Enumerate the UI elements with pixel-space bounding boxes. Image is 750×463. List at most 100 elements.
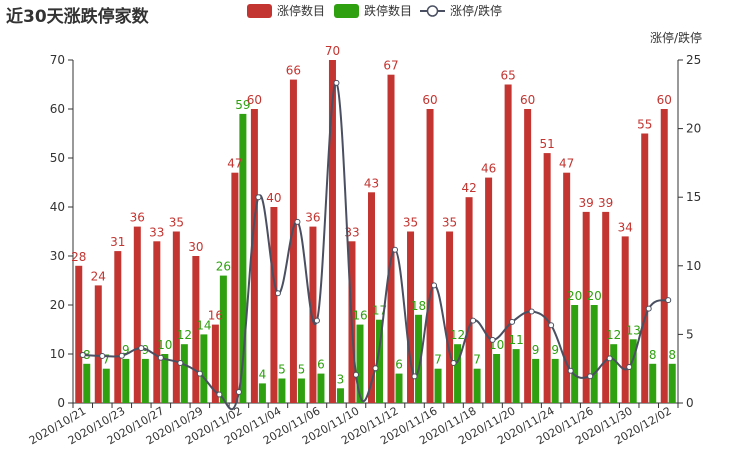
data-label-跌停数目: 7 <box>102 353 110 367</box>
data-label-跌停数目: 18 <box>411 299 426 313</box>
bar-跌停数目 <box>356 324 364 403</box>
data-label-涨停数目: 66 <box>286 64 301 78</box>
bar-跌停数目 <box>649 363 657 403</box>
bar-跌停数目 <box>278 378 286 403</box>
y-right-tick-label: 10 <box>686 259 701 273</box>
bar-涨停数目 <box>211 324 219 403</box>
data-label-涨停数目: 35 <box>403 216 418 230</box>
line-point-涨停/跌停 <box>489 336 496 343</box>
data-label-涨停数目: 70 <box>325 44 340 58</box>
bar-跌停数目 <box>454 344 462 403</box>
line-point-涨停/跌停 <box>606 355 613 362</box>
line-point-涨停/跌停 <box>352 371 359 378</box>
bar-跌停数目 <box>512 349 520 403</box>
bar-跌停数目 <box>376 319 383 403</box>
y-left-tick-label: 0 <box>57 396 65 410</box>
data-label-涨停数目: 40 <box>266 191 281 205</box>
bar-跌停数目 <box>83 363 91 403</box>
bar-跌停数目 <box>141 358 149 403</box>
bar-跌停数目 <box>102 368 110 403</box>
line-point-涨停/跌停 <box>274 290 281 297</box>
bar-跌停数目 <box>180 344 188 403</box>
bar-跌停数目 <box>610 344 618 403</box>
line-point-涨停/跌停 <box>313 317 320 324</box>
bar-涨停数目 <box>524 109 532 403</box>
bar-涨停数目 <box>465 197 473 403</box>
data-label-跌停数目: 12 <box>177 328 192 342</box>
bar-跌停数目 <box>629 339 637 403</box>
y-left-tick-label: 60 <box>50 102 65 116</box>
line-point-涨停/跌停 <box>392 246 399 253</box>
bar-涨停数目 <box>563 172 571 403</box>
bar-跌停数目 <box>434 368 442 403</box>
y-left-tick-label: 50 <box>50 151 65 165</box>
bar-涨停数目 <box>153 241 161 403</box>
bar-涨停数目 <box>602 211 610 403</box>
line-point-涨停/跌停 <box>216 391 223 398</box>
data-label-涨停数目: 36 <box>305 211 320 225</box>
line-point-涨停/跌停 <box>255 194 262 201</box>
bar-涨停数目 <box>75 265 83 403</box>
data-label-涨停数目: 39 <box>598 196 613 210</box>
data-label-涨停数目: 60 <box>520 93 535 107</box>
data-label-涨停数目: 65 <box>500 69 515 83</box>
bar-跌停数目 <box>532 358 540 403</box>
bar-涨停数目 <box>368 192 375 403</box>
data-label-涨停数目: 60 <box>657 93 672 107</box>
data-label-涨停数目: 31 <box>110 235 125 249</box>
data-label-涨停数目: 28 <box>71 250 86 264</box>
y-left-tick-label: 10 <box>50 347 65 361</box>
bar-跌停数目 <box>122 358 130 403</box>
y-right-tick-label: 0 <box>686 396 694 410</box>
data-label-涨停数目: 42 <box>461 181 476 195</box>
line-point-涨停/跌停 <box>450 359 457 366</box>
bar-跌停数目 <box>551 358 559 403</box>
y-right-tick-label: 25 <box>686 53 701 67</box>
legend-marker-涨停/跌停 <box>426 5 439 17</box>
data-label-涨停数目: 35 <box>442 216 457 230</box>
data-label-跌停数目: 9 <box>122 343 130 357</box>
line-point-涨停/跌停 <box>372 365 379 372</box>
data-label-跌停数目: 14 <box>196 318 211 332</box>
bar-涨停数目 <box>172 231 180 403</box>
line-point-涨停/跌停 <box>528 308 535 315</box>
data-label-涨停数目: 60 <box>422 93 437 107</box>
line-point-涨停/跌停 <box>509 318 516 325</box>
line-point-涨停/跌停 <box>99 352 106 359</box>
data-label-跌停数目: 5 <box>278 363 286 377</box>
series-line-涨停/跌停 <box>82 81 669 411</box>
data-label-涨停数目: 24 <box>91 269 106 283</box>
y-right-tick-label: 15 <box>686 190 701 204</box>
legend-label-涨停数目: 涨停数目 <box>277 3 325 18</box>
data-label-涨停数目: 47 <box>559 157 574 171</box>
bar-跌停数目 <box>395 373 403 403</box>
line-point-涨停/跌停 <box>645 305 652 312</box>
bar-跌停数目 <box>473 368 481 403</box>
bar-涨停数目 <box>309 226 317 403</box>
line-point-涨停/跌停 <box>411 373 418 380</box>
y-right-axis-label: 涨停/跌停 <box>650 30 702 45</box>
data-label-跌停数目: 12 <box>606 328 621 342</box>
bar-跌停数目 <box>200 334 208 403</box>
y-right-tick-label: 5 <box>686 327 694 341</box>
data-label-跌停数目: 7 <box>434 353 442 367</box>
bar-跌停数目 <box>493 354 501 403</box>
bar-涨停数目 <box>192 256 200 403</box>
data-label-跌停数目: 7 <box>473 353 481 367</box>
line-point-涨停/跌停 <box>118 352 125 359</box>
line-point-涨停/跌停 <box>431 282 438 289</box>
data-label-跌停数目: 13 <box>626 323 641 337</box>
data-label-跌停数目: 10 <box>157 338 172 352</box>
y-left-tick-label: 40 <box>50 200 65 214</box>
bar-跌停数目 <box>219 275 227 403</box>
line-point-涨停/跌停 <box>665 297 672 304</box>
line-point-涨停/跌停 <box>626 364 633 371</box>
y-left-tick-label: 30 <box>50 249 65 263</box>
bar-涨停数目 <box>660 109 668 403</box>
bar-跌停数目 <box>336 388 344 403</box>
data-label-涨停数目: 60 <box>247 93 262 107</box>
bar-涨停数目 <box>250 109 258 403</box>
data-label-涨停数目: 46 <box>481 162 496 176</box>
y-right-tick-label: 20 <box>686 122 701 136</box>
